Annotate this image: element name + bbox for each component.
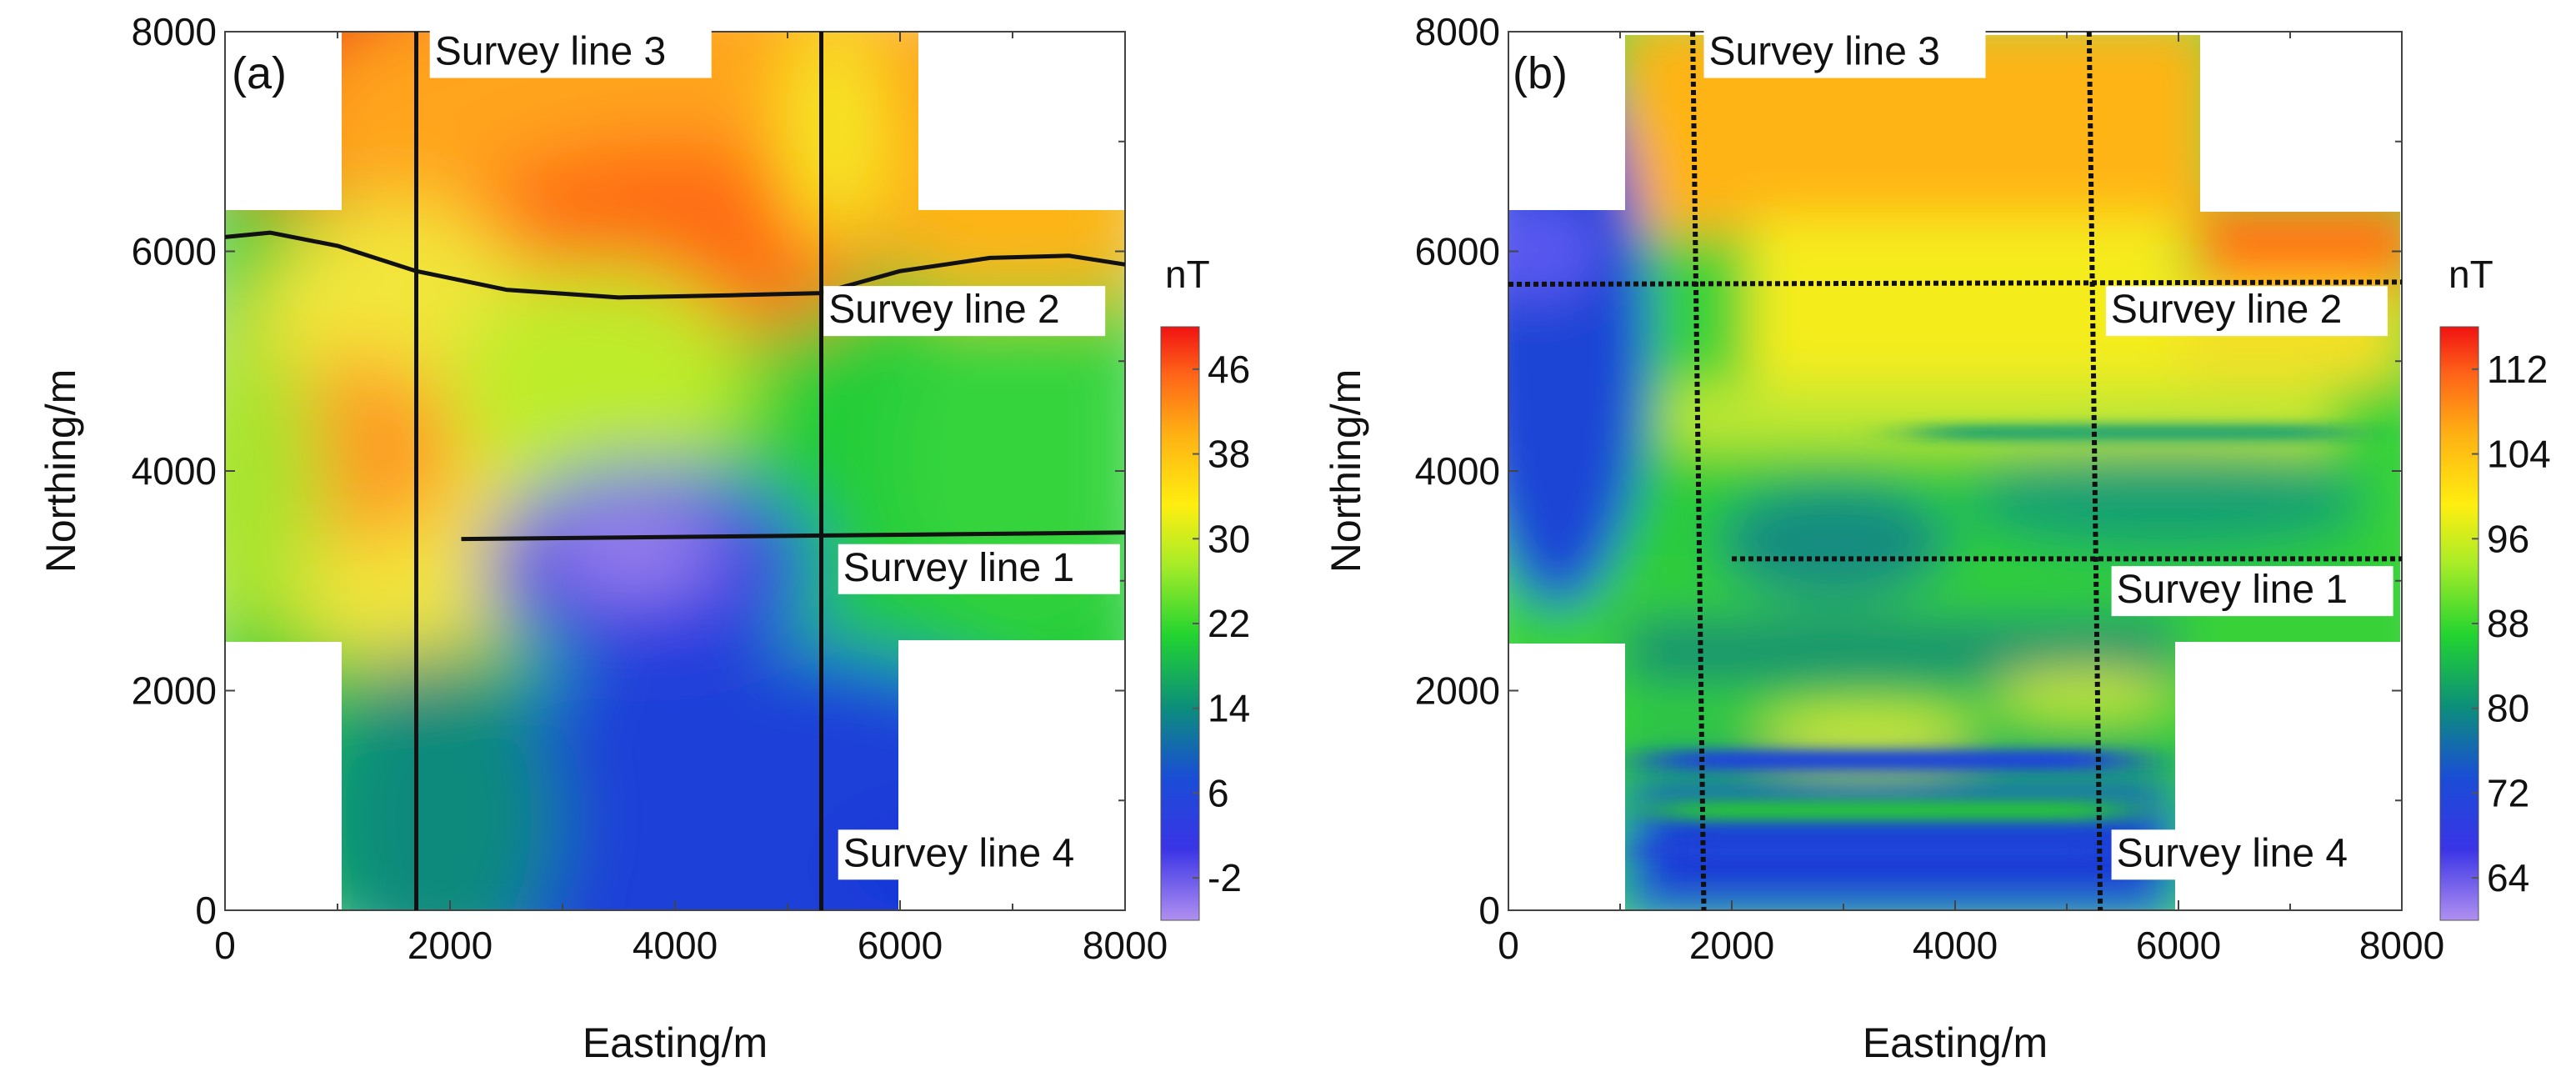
panel-a-colorbar-tick-label: 30 — [1208, 517, 1250, 560]
panel-a-ytick-label: 0 — [195, 889, 217, 932]
panel-a-ytick-label: 4000 — [132, 449, 217, 493]
panel-b-colorbar-tick-label: 72 — [2487, 771, 2529, 814]
panel-a-annotations: Survey line 3 Survey line 2 Survey line 1 S… — [429, 28, 1120, 880]
panel-b-ytick-label: 4000 — [1415, 449, 1500, 493]
panel-a-xtick-label: 4000 — [633, 924, 718, 967]
panel-a-colorbar-tick-label: 38 — [1208, 433, 1250, 476]
panel-b-ytick-label: 0 — [1478, 889, 1500, 932]
panel-b-colorbar-tick-label: 104 — [2487, 433, 2551, 476]
panel-a-xlabel: Easting/m — [583, 1019, 768, 1066]
panel-a-colorbar: nT -2 6 14 22 30 38 46 — [1160, 253, 1250, 921]
panel-a-ytick-label: 8000 — [132, 10, 217, 53]
panel-a-colorbar-tick-label: -2 — [1208, 856, 1242, 899]
panel-b-survey-line-4 — [2086, 31, 2103, 911]
panel-b-annotation-bg — [2111, 566, 2393, 617]
panel-b-annotation-bg — [2105, 286, 2388, 337]
panel-a-line-annotation: Survey line 4 — [843, 831, 1074, 875]
panel-b-xtick-label: 0 — [1498, 924, 1519, 967]
panel-b-colorbar-tick-label: 64 — [2487, 856, 2529, 899]
panel-b-annotation-bg — [2111, 829, 2393, 880]
panel-b-colorbar-tick-label: 112 — [2487, 348, 2548, 391]
panel-b-xtick-label: 8000 — [2359, 924, 2444, 967]
panel-a-annotation-bg — [429, 28, 712, 78]
panel-a-xtick-label: 6000 — [858, 924, 943, 967]
panel-a-annotation-bg — [838, 829, 1120, 880]
panel-a-xtick-label: 2000 — [408, 924, 493, 967]
panel-b-ytick-label: 8000 — [1415, 10, 1500, 53]
panel-b-colorbar-unit: nT — [2448, 253, 2493, 296]
panel-a-colorbar-tick-label: 6 — [1208, 771, 1229, 814]
panel-b-colorbar-tick-label: 96 — [2487, 517, 2529, 560]
panel-a-ylabel: Northing/m — [38, 369, 84, 574]
panel-b-heatmap — [1508, 35, 2400, 910]
panel-b-axes: 0 2000 4000 6000 8000 0 2000 4000 6000 8000 — [1415, 10, 2445, 967]
panel-b-line-annotation: Survey line 2 — [2111, 288, 2342, 332]
panel-a-line-annotation: Survey line 2 — [828, 288, 1059, 332]
panel-a-colorbar-tick-label: 46 — [1208, 348, 1250, 391]
panel-a: 0 2000 4000 6000 8000 0 2000 4000 6000 8000 (a) S… — [38, 10, 1250, 1066]
panel-b-line-annotation: Survey line 4 — [2117, 831, 2348, 875]
panel-a-colorbar-unit: nT — [1165, 253, 1210, 296]
panel-b-ytick-label: 6000 — [1415, 230, 1500, 273]
panel-a-label: (a) — [232, 48, 287, 98]
panel-a-axes: 0 2000 4000 6000 8000 0 2000 4000 6000 8000 — [132, 10, 1168, 967]
panel-a-ytick-label: 2000 — [132, 669, 217, 713]
panel-b-line-annotation: Survey line 1 — [2117, 568, 2348, 612]
panel-b-xtick-label: 2000 — [1689, 924, 1774, 967]
panel-a-annotation-bg — [823, 286, 1106, 337]
panel-b-survey-lines — [1508, 31, 2403, 911]
panel-a-annotation-bg — [838, 544, 1120, 594]
panel-a-xtick-label: 0 — [214, 924, 236, 967]
panel-b-line-annotation: Survey line 3 — [1709, 30, 1940, 74]
panel-b-annotation-bg — [1703, 28, 1986, 78]
panel-b-colorbar-tick-label: 88 — [2487, 602, 2529, 645]
panel-b-colorbar-tick-label: 80 — [2487, 687, 2529, 730]
panel-a-ytick-label: 6000 — [132, 230, 217, 273]
panel-a-survey-line-2 — [224, 230, 1126, 300]
panel-b-xlabel: Easting/m — [1863, 1019, 2048, 1066]
panel-a-colorbar-tick-label: 14 — [1208, 687, 1250, 730]
panel-a-survey-lines — [224, 32, 1126, 910]
panel-b-survey-line-2 — [1508, 279, 2403, 288]
panel-b-survey-line-3 — [1690, 31, 1707, 911]
panel-b-xtick-label: 6000 — [2136, 924, 2221, 967]
panel-b-colorbar-ticks: 64 72 80 88 96 104 112 — [2472, 348, 2551, 899]
panel-b-colorbar: nT 64 72 80 88 96 104 112 — [2439, 253, 2551, 921]
panel-b-label: (b) — [1513, 48, 1568, 98]
panel-b-xtick-label: 4000 — [1913, 924, 1998, 967]
panel-a-colorbar-ticks: -2 6 14 22 30 38 46 — [1193, 348, 1250, 899]
panel-a-xtick-label: 8000 — [1083, 924, 1168, 967]
panel-a-line-annotation: Survey line 3 — [435, 30, 666, 74]
panel-a-survey-line-1 — [461, 530, 1126, 542]
panel-b-ylabel: Northing/m — [1323, 369, 1369, 574]
panel-a-line-annotation: Survey line 1 — [843, 546, 1074, 590]
panel-b-ytick-label: 2000 — [1415, 669, 1500, 713]
panel-a-colorbar-tick-label: 22 — [1208, 602, 1250, 645]
panel-b-annotations: Survey line 3 Survey line 2 Survey line 1 S… — [1703, 28, 2393, 880]
panel-b: 0 2000 4000 6000 8000 0 2000 4000 6000 8000 (b) S… — [1323, 10, 2551, 1066]
